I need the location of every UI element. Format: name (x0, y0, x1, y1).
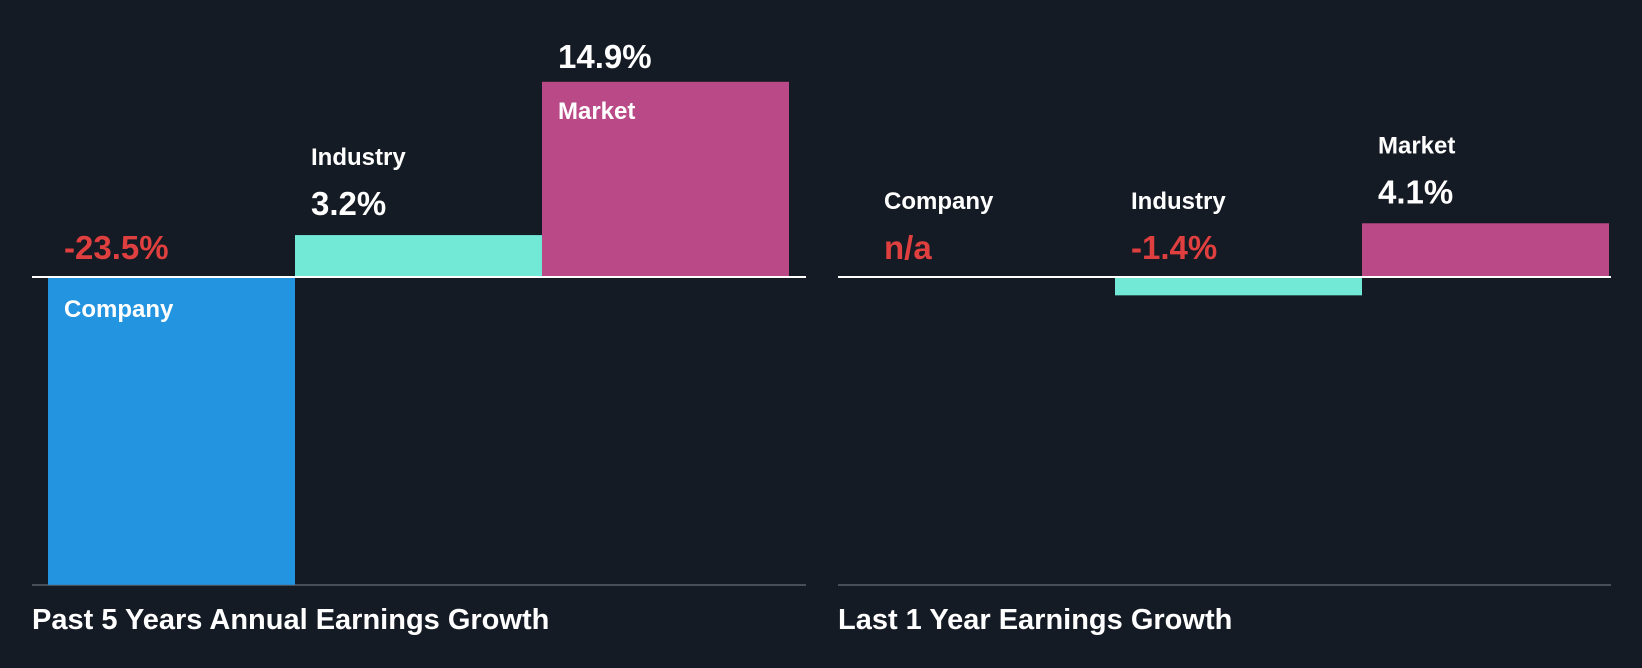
value-label-industry-past-5-years: 3.2% (311, 185, 386, 222)
value-label-industry-last-1-year: -1.4% (1131, 229, 1217, 266)
chart-past-5-years: Company -23.5% Industry 3.2% Market 14.9% (32, 38, 806, 586)
category-label-market-past-5-years: Market (558, 98, 635, 125)
value-label-market-past-5-years: 14.9% (558, 38, 652, 75)
value-label-company-past-5-years: -23.5% (64, 229, 169, 266)
value-label-market-last-1-year: 4.1% (1378, 173, 1453, 210)
chart-title-last-1-year: Last 1 Year Earnings Growth (838, 604, 1233, 636)
value-label-company-last-1-year: n/a (884, 229, 932, 266)
category-label-industry-past-5-years: Industry (311, 144, 406, 171)
category-label-company-last-1-year: Company (884, 188, 994, 215)
chart-title-past-5-years: Past 5 Years Annual Earnings Growth (32, 604, 550, 636)
chart-last-1-year: Company n/a Industry -1.4% Market 4.1% (838, 132, 1611, 586)
category-label-industry-last-1-year: Industry (1131, 188, 1226, 215)
panel-last-1-year: Company n/a Industry -1.4% Market 4.1% Last 1… (821, 0, 1642, 668)
bar-market-past-5-years (542, 81, 789, 277)
panel-past-5-years: Company -23.5% Industry 3.2% Market 14.9% Pas… (32, 38, 806, 636)
bar-market-last-1-year (1362, 223, 1609, 277)
bar-industry-past-5-years (295, 235, 542, 277)
category-label-market-last-1-year: Market (1378, 132, 1455, 159)
bar-company-past-5-years (48, 277, 295, 585)
category-label-company-past-5-years: Company (64, 296, 174, 323)
bar-industry-last-1-year (1115, 277, 1362, 296)
